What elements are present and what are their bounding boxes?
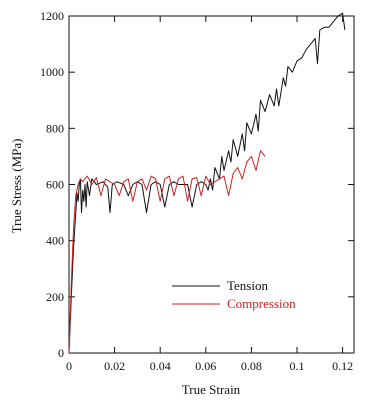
x-tick-label: 0.02 bbox=[104, 359, 125, 373]
series-line-compression bbox=[68, 150, 266, 354]
x-tick-label: 0.12 bbox=[332, 359, 353, 373]
y-tick-label: 800 bbox=[46, 121, 64, 135]
x-tick-label: 0.04 bbox=[150, 359, 171, 373]
x-tick-label: 0 bbox=[66, 359, 72, 373]
x-tick-label: 0.06 bbox=[195, 359, 216, 373]
y-tick-label: 1000 bbox=[40, 65, 64, 79]
y-tick-label: 200 bbox=[46, 290, 64, 304]
x-axis-label: True Strain bbox=[182, 382, 241, 397]
x-tick-label: 0.08 bbox=[241, 359, 262, 373]
y-tick-label: 1200 bbox=[40, 9, 64, 23]
legend-label-compression: Compression bbox=[227, 296, 296, 311]
series-line-tension bbox=[68, 12, 346, 354]
y-tick-label: 600 bbox=[46, 178, 64, 192]
y-tick-label: 400 bbox=[46, 234, 64, 248]
legend-label-tension: Tension bbox=[227, 278, 268, 293]
y-axis-label: True Stress (MPa) bbox=[9, 139, 24, 234]
y-tick-label: 0 bbox=[58, 346, 64, 360]
x-tick-label: 0.1 bbox=[290, 359, 305, 373]
